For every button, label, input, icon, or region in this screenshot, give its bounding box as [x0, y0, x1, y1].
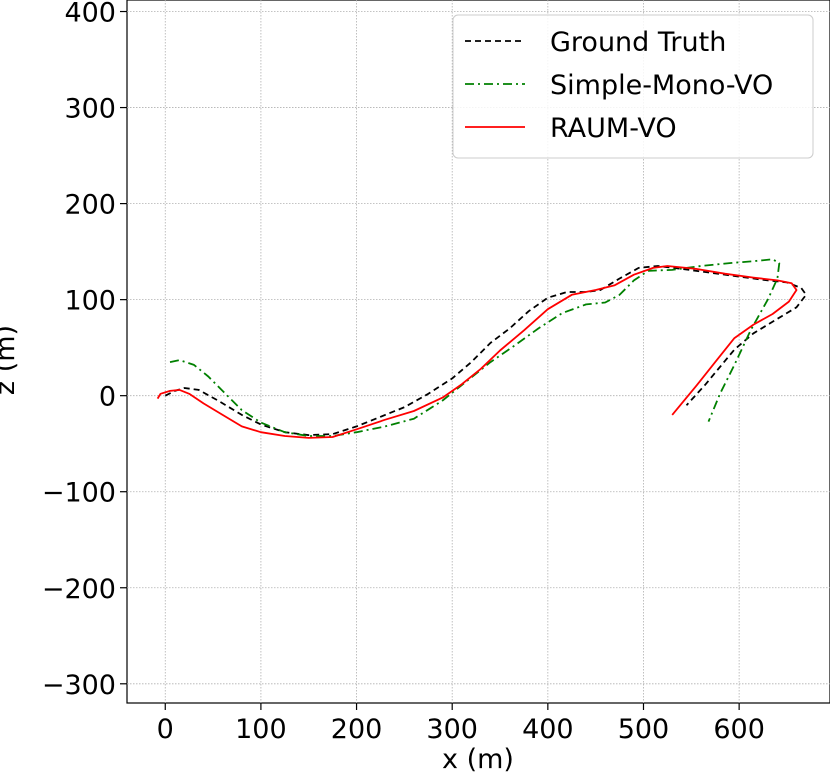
y-tick-label: 0: [99, 382, 116, 413]
legend-label-1: Simple-Mono-VO: [550, 70, 773, 101]
x-tick-label: 0: [157, 714, 174, 745]
y-axis-label: z (m): [0, 325, 21, 395]
series-line-1: [169, 258, 781, 437]
x-tick-label: 200: [331, 714, 383, 745]
y-tick-label: 200: [64, 190, 116, 221]
series-line-2: [156, 265, 798, 439]
legend: Ground Truth Simple-Mono-VO RAUM-VO: [452, 14, 814, 159]
x-axis-label: x (m): [442, 744, 514, 775]
y-tick-label: −100: [42, 478, 116, 509]
legend-label-0: Ground Truth: [550, 27, 726, 58]
legend-label-2: RAUM-VO: [550, 113, 677, 144]
x-tick-label: 300: [426, 714, 478, 745]
y-tick-label: 400: [64, 0, 116, 29]
x-tick-label: 500: [618, 714, 670, 745]
x-tick-label: 600: [713, 714, 765, 745]
x-tick-label: 100: [235, 714, 287, 745]
y-tick-label: −300: [42, 670, 116, 701]
series-layer: [156, 258, 807, 439]
legend-box: [452, 14, 814, 159]
axes: 0 100 200 300 400 500 600 −300 −200 −100 0 100 200 30…: [42, 0, 765, 745]
y-tick-label: 100: [64, 286, 116, 317]
y-tick-label: −200: [42, 574, 116, 605]
y-tick-label: 300: [64, 94, 116, 125]
x-tick-label: 400: [522, 714, 574, 745]
